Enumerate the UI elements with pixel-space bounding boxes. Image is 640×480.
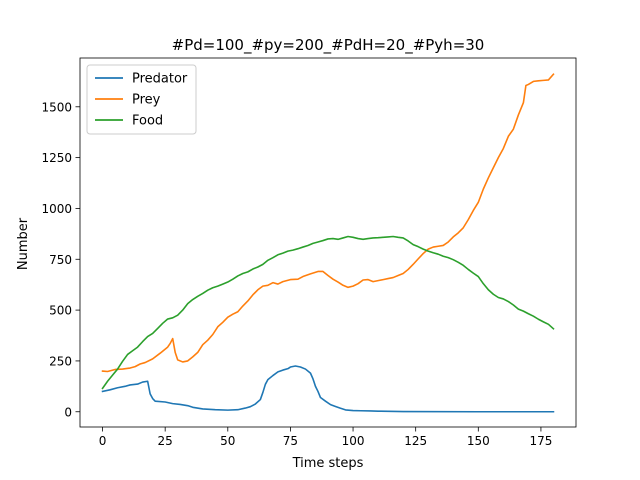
legend-box — [86, 64, 197, 135]
axes-frame — [79, 57, 577, 428]
x-tick-label: 50 — [220, 434, 235, 448]
y-tick-label: 750 — [49, 253, 72, 267]
series-line-prey — [101, 73, 555, 373]
x-tick-label: 100 — [342, 434, 365, 448]
y-tick-label: 0 — [64, 405, 72, 419]
y-tick-label: 1000 — [41, 202, 72, 216]
series-line-food — [101, 235, 555, 390]
x-tick-label: 150 — [467, 434, 490, 448]
y-tick-label: 1500 — [41, 100, 72, 114]
y-tick-label: 1250 — [41, 151, 72, 165]
x-tick-label: 0 — [99, 434, 107, 448]
legend-label-food: Food — [132, 114, 163, 129]
y-tick-label: 250 — [49, 354, 72, 368]
x-tick-label: 25 — [158, 434, 173, 448]
axes: 0 25 50 75 100 125 150 175 0 250 500 750 1000 1250 150… — [41, 57, 577, 448]
series-line-predator — [101, 365, 555, 413]
x-tick-label: 175 — [529, 434, 552, 448]
x-axis-title: Time steps — [292, 456, 364, 471]
x-tick-label: 75 — [283, 434, 298, 448]
legend: Predator Prey Food — [86, 64, 197, 135]
chart-title: #Pd=100_#py=200_#PdH=20_#Pyh=30 — [172, 36, 485, 55]
legend-label-predator: Predator — [132, 72, 188, 87]
plot-area — [101, 73, 555, 413]
legend-label-prey: Prey — [132, 93, 161, 108]
x-tick-label: 125 — [404, 434, 427, 448]
y-tick-label: 500 — [49, 304, 72, 318]
y-axis-title: Number — [16, 217, 31, 270]
